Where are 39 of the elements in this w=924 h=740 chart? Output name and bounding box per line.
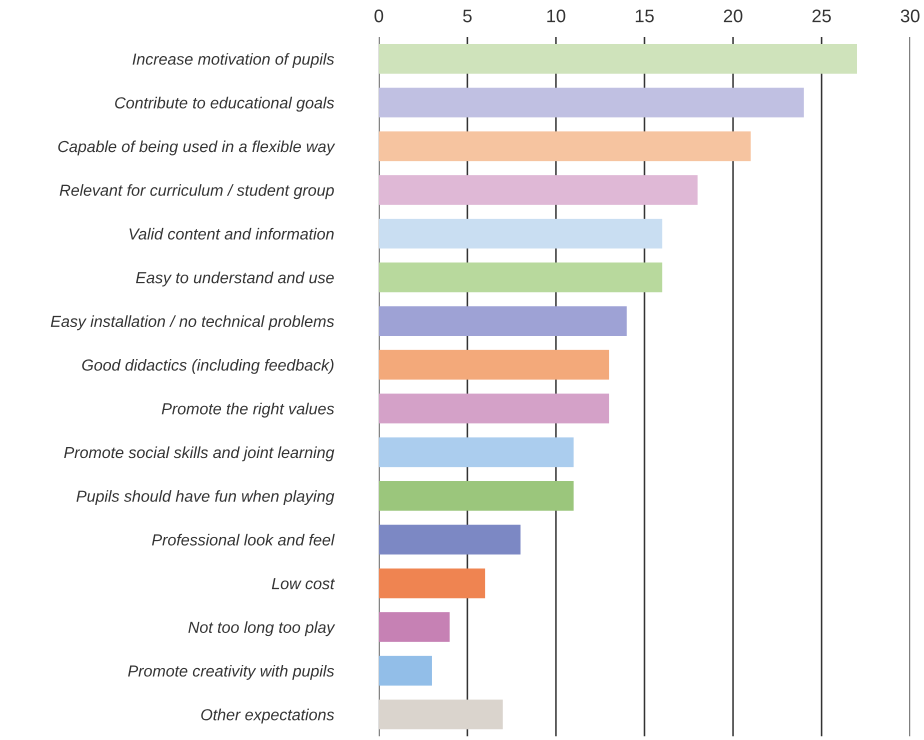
x-tick-label: 15 — [636, 10, 654, 22]
x-tick-label: 25 — [812, 10, 831, 22]
y-tick-label: Increase motivation of pupils — [132, 53, 334, 68]
bar — [378, 44, 858, 74]
bar — [378, 175, 698, 205]
bar — [378, 218, 662, 249]
y-tick-label: Easy to understand and use — [136, 272, 334, 286]
bar — [378, 131, 751, 162]
y-tick-label: Professional look and feel — [152, 534, 335, 546]
bar — [378, 262, 662, 292]
y-tick-label: Contribute to educational goals — [115, 96, 334, 112]
y-tick-label: Valid content and information — [130, 228, 334, 240]
x-tick-label: 30 — [900, 10, 920, 22]
y-tick-label: Relevant for curriculum / student group — [60, 184, 334, 200]
y-tick-label: Easy installation / no technical problems — [50, 315, 334, 330]
y-tick-label: Promote creativity with pupils — [128, 664, 334, 680]
bar — [378, 306, 627, 336]
bar — [378, 88, 804, 118]
y-tick-label: Low cost — [272, 578, 335, 590]
bar — [378, 612, 450, 642]
bar — [378, 656, 432, 686]
y-tick-label: Promote social skills and joint learning — [64, 446, 334, 462]
y-tick-label: Other expectations — [201, 708, 334, 724]
y-tick-label: Good didactics (including feedback) — [82, 359, 334, 374]
x-tick-label: 0 — [374, 10, 384, 22]
bar — [378, 437, 574, 468]
bar — [378, 568, 486, 598]
bar — [378, 481, 574, 511]
y-tick-label: Promote the right values — [162, 402, 334, 418]
bar — [378, 394, 610, 424]
x-tick-label: 5 — [463, 10, 472, 22]
x-tick-label: 20 — [724, 10, 742, 22]
y-tick-label: Not too long too play — [188, 621, 336, 636]
y-tick-label: Pupils should have fun when playing — [76, 490, 334, 506]
bar — [378, 350, 610, 380]
bar — [378, 524, 521, 554]
x-tick-label: 10 — [547, 10, 566, 22]
bar — [378, 700, 503, 730]
y-tick-label: Capable of being used in a flexible way — [58, 140, 336, 156]
